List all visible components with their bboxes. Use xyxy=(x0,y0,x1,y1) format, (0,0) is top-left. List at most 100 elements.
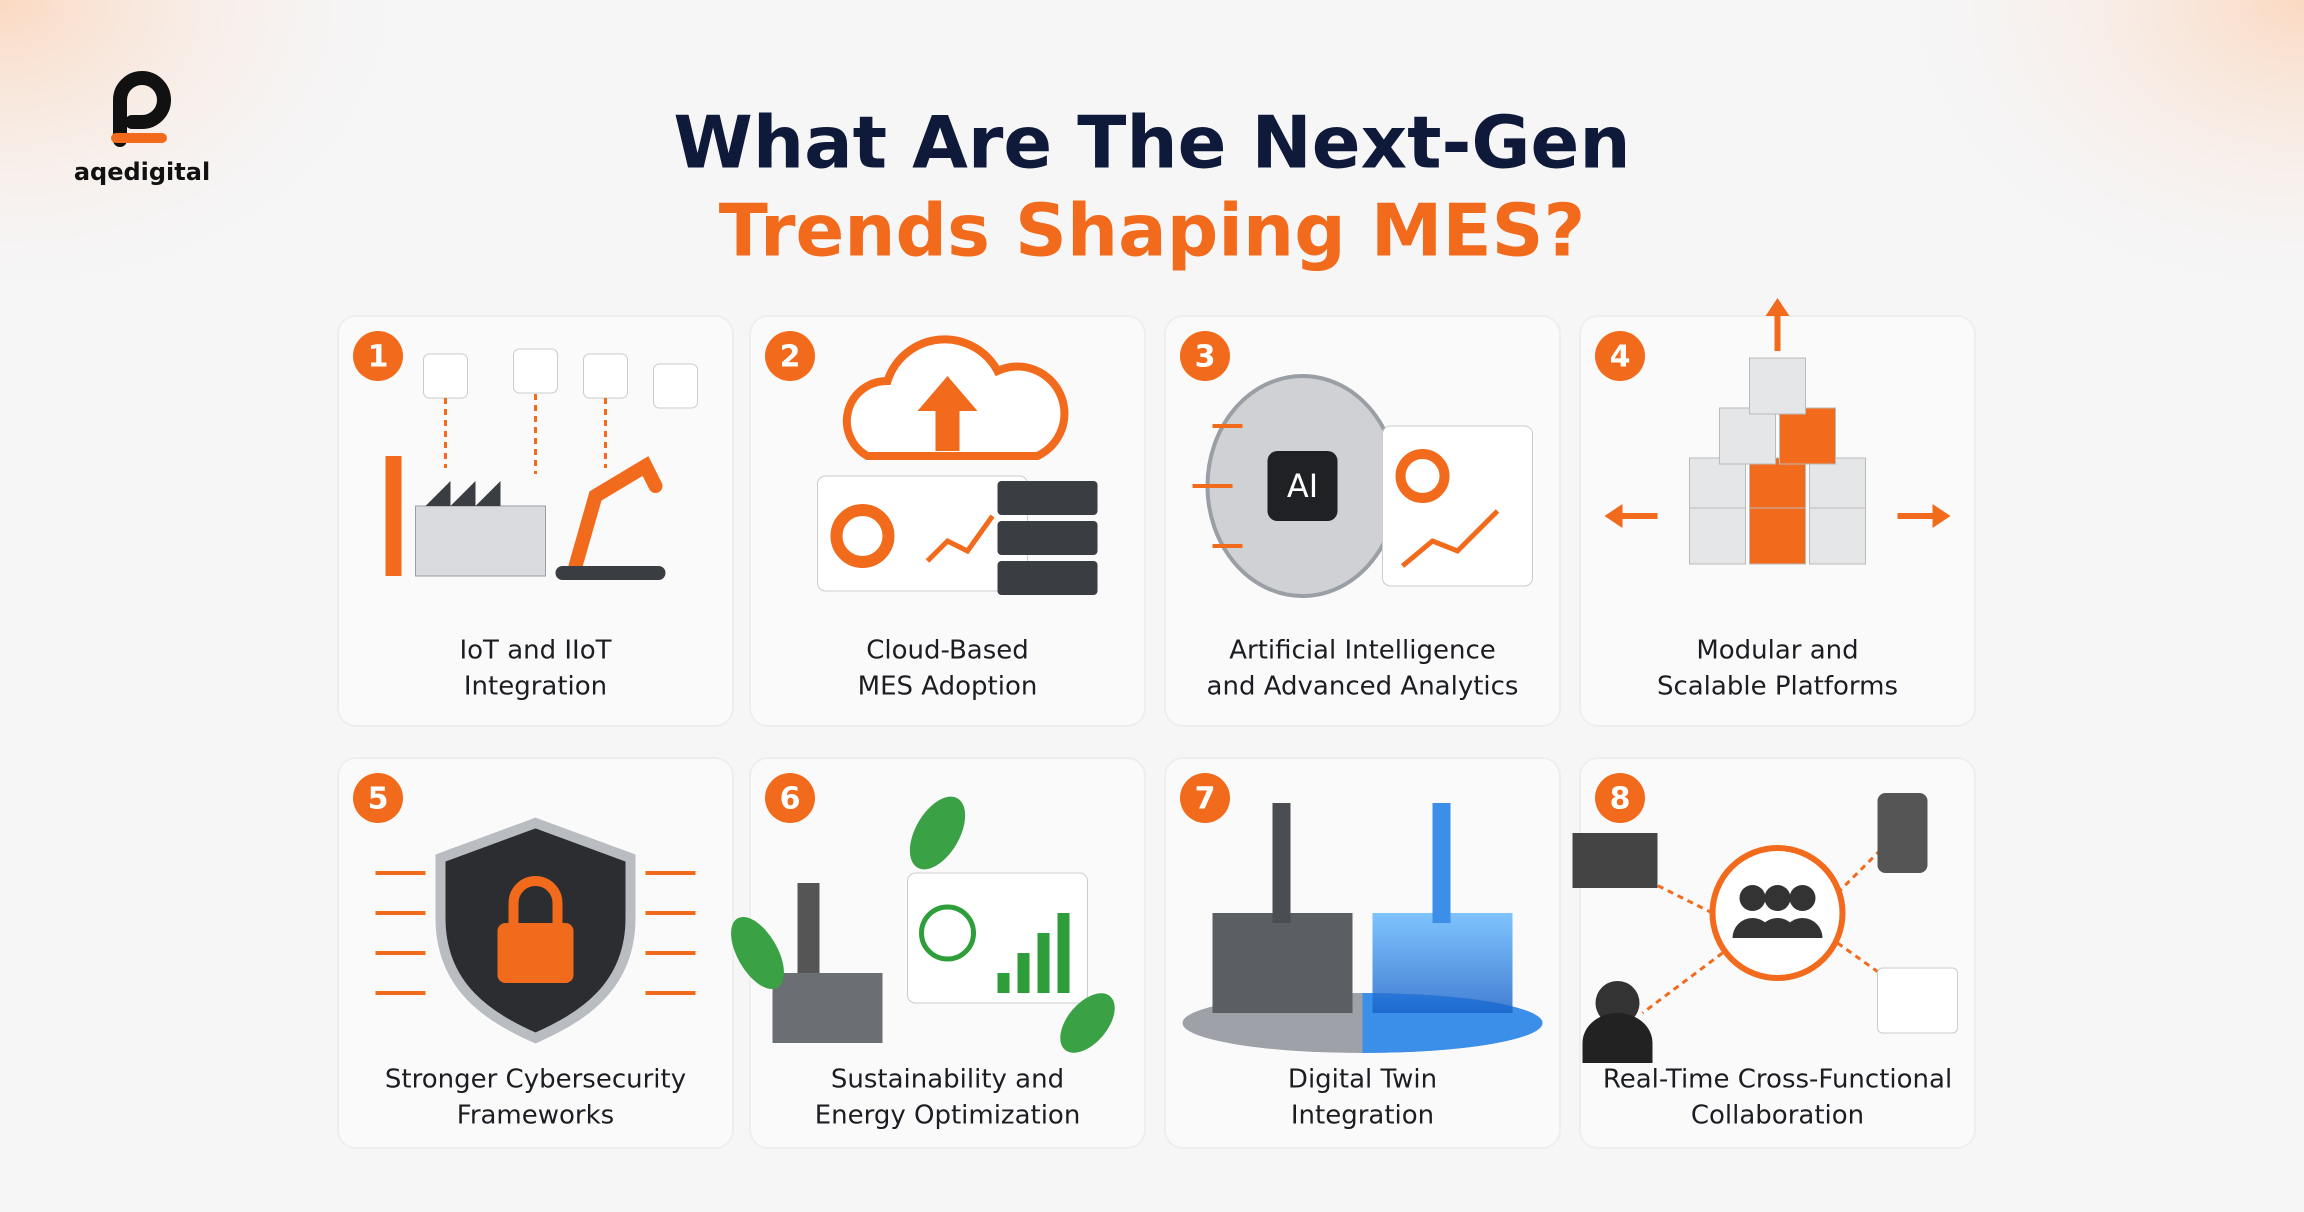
card-icon xyxy=(375,817,696,1044)
icon xyxy=(508,876,563,923)
icon xyxy=(568,456,663,573)
icon xyxy=(919,904,976,962)
icon xyxy=(997,561,1098,595)
icon xyxy=(1782,918,1823,938)
title: What Are The Next-Gen xyxy=(673,101,1630,185)
number-badge xyxy=(1595,773,1645,823)
card-icon xyxy=(817,335,1098,595)
card-label: Energy Optimization xyxy=(815,1101,1081,1131)
icon xyxy=(385,456,402,576)
number-badge xyxy=(1595,331,1645,381)
card-icon xyxy=(385,348,698,580)
icon xyxy=(1212,913,1353,1013)
logo: aqedigital xyxy=(74,71,210,186)
icon xyxy=(997,481,1098,515)
card-label: Collaboration xyxy=(1691,1101,1864,1131)
title: Trends Shaping MES? xyxy=(719,189,1586,273)
icon xyxy=(425,481,501,506)
glow xyxy=(0,0,450,330)
card-label: Scalable Platforms xyxy=(1657,672,1898,702)
card-label: Integration xyxy=(464,672,607,702)
icon xyxy=(1057,913,1070,993)
icon xyxy=(1877,967,1958,1034)
icon xyxy=(513,348,558,394)
icon xyxy=(1432,803,1451,923)
card-label: IoT and IIoT xyxy=(459,636,611,666)
icon xyxy=(1764,885,1791,911)
icon xyxy=(1689,457,1746,515)
trend-card: 1 IoT and IIoT Integration xyxy=(337,315,734,727)
icon xyxy=(415,505,546,577)
card-number: 4 xyxy=(1610,340,1631,375)
icon xyxy=(1382,425,1533,587)
icon xyxy=(653,363,698,409)
card-bg xyxy=(1164,757,1561,1149)
number-badge xyxy=(1180,331,1230,381)
card-label: Stronger Cybersecurity xyxy=(385,1065,686,1095)
logo-text: aqedigital xyxy=(74,158,210,186)
icon xyxy=(1739,885,1766,911)
number-badge xyxy=(765,773,815,823)
card-number: 7 xyxy=(1195,782,1216,817)
icon xyxy=(772,973,883,1043)
icon xyxy=(423,353,468,399)
icon xyxy=(1779,407,1836,465)
icon xyxy=(583,353,628,399)
icon xyxy=(1789,885,1816,911)
icon xyxy=(1572,833,1658,888)
icon xyxy=(1037,933,1050,993)
trend-card: 3 AI Artificial Intelligence and Advanced A… xyxy=(1164,315,1561,727)
card-label: Artificial Intelligence xyxy=(1229,636,1496,666)
icon xyxy=(1272,803,1291,923)
icon xyxy=(917,376,978,451)
icon xyxy=(1749,357,1806,415)
icon xyxy=(1617,311,1938,519)
icon xyxy=(1877,793,1928,873)
icon xyxy=(1400,509,1500,568)
card-label: Integration xyxy=(1291,1101,1434,1131)
icon xyxy=(1809,507,1866,565)
card-number: 8 xyxy=(1610,782,1631,817)
icon xyxy=(909,796,966,870)
icon xyxy=(1595,981,1640,1025)
icon xyxy=(1689,507,1746,565)
number-badge xyxy=(1180,773,1230,823)
icon xyxy=(1372,913,1513,1013)
card-icon: AI xyxy=(1192,374,1533,598)
icon xyxy=(1749,457,1806,515)
icon xyxy=(1582,1013,1653,1063)
trend-card: 2 Cloud-Based MES Adoption xyxy=(749,315,1146,727)
icon xyxy=(555,566,666,580)
card-label: Cloud-Based xyxy=(866,636,1029,666)
icon xyxy=(997,973,1010,993)
card-number: 2 xyxy=(780,340,801,375)
icon xyxy=(925,514,995,563)
card-label: Frameworks xyxy=(457,1101,614,1131)
card-number: 5 xyxy=(368,782,389,817)
icon xyxy=(1267,451,1338,521)
icon xyxy=(1017,953,1030,993)
number-badge xyxy=(353,331,403,381)
icon xyxy=(1395,449,1450,503)
card-grid: 1 IoT and IIoT Integration 2 Cloud-Based MES … xyxy=(337,298,1976,1149)
icon-text: AI xyxy=(1287,467,1318,505)
icon xyxy=(731,916,784,990)
icon xyxy=(1631,831,1909,1015)
icon xyxy=(1719,407,1776,465)
trend-card: 8 Real-Time Cross-Functional Collaboration xyxy=(1572,757,1976,1149)
card-label: Modular and xyxy=(1696,636,1858,666)
icon xyxy=(1749,507,1806,565)
trend-card: 4 Modular and Scalable Platforms xyxy=(1579,298,1976,727)
trend-card: 5 Stronger Cybersecurity Frameworks xyxy=(337,757,734,1149)
icon xyxy=(1809,457,1866,515)
card-number: 3 xyxy=(1195,340,1216,375)
card-icon xyxy=(1572,793,1958,1063)
icon xyxy=(830,504,895,568)
glow xyxy=(1854,0,2304,330)
card-icon xyxy=(731,796,1115,1053)
trend-card: 7 Digital Twin Integration xyxy=(1164,757,1561,1149)
card-icon xyxy=(1604,298,1951,565)
number-badge xyxy=(353,773,403,823)
